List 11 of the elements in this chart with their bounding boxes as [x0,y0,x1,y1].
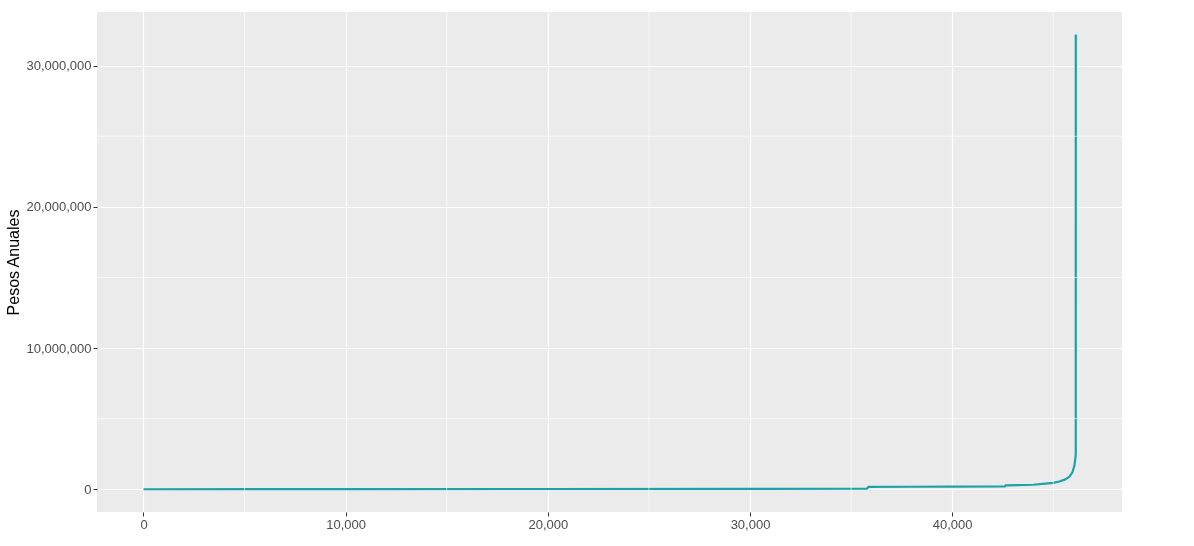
y-tick-label: 20,000,000 [26,199,92,215]
y-tick-label: 30,000,000 [26,58,92,74]
x-tick-label: 30,000 [730,516,771,532]
y-tick-label: 10,000,000 [26,340,92,356]
y-axis-title: Pesos Anuales [5,209,23,316]
x-tick-label: 10,000 [326,516,367,532]
x-tick-label: 40,000 [932,516,973,532]
x-tick-label: 0 [140,516,148,532]
y-tick-label: 0 [84,481,92,497]
x-tick-label: 20,000 [528,516,569,532]
line-series [142,33,1077,491]
